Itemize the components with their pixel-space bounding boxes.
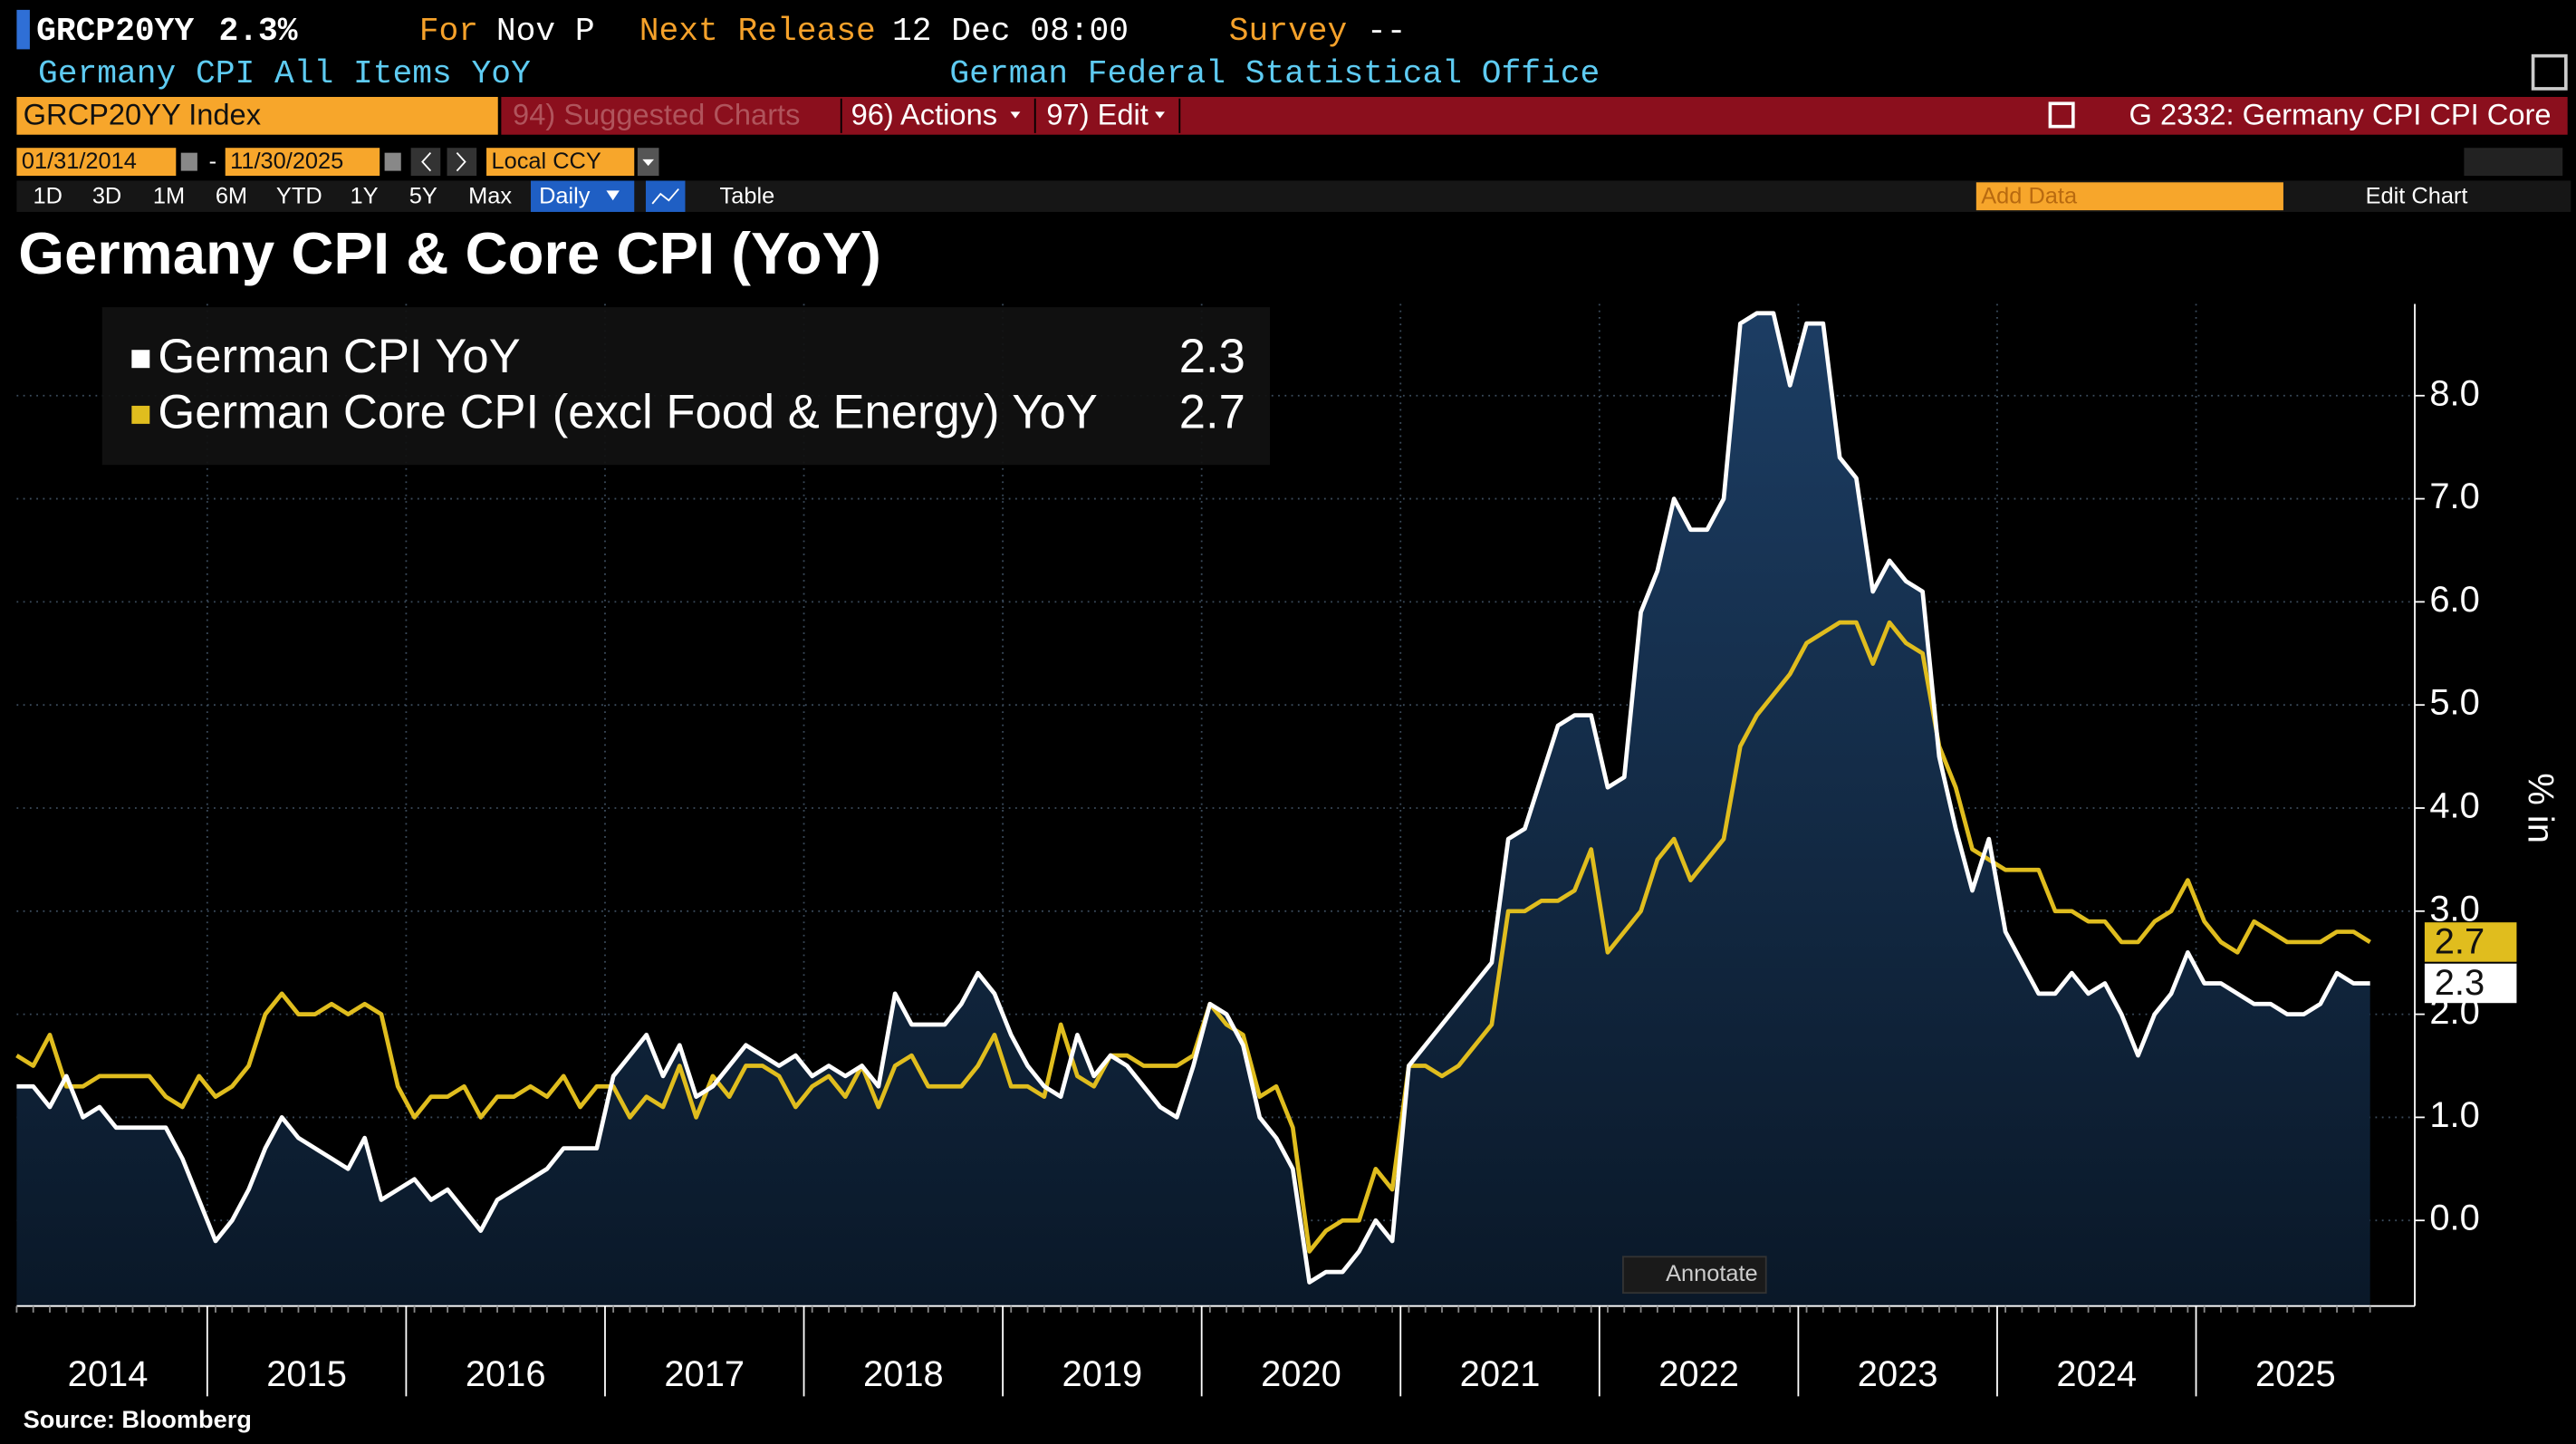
dropdown-arrow (642, 159, 655, 167)
add-data-field[interactable] (1975, 182, 2283, 211)
annotate: Annotate (1666, 1261, 1758, 1286)
area (16, 313, 2370, 1306)
x-tick-label: 2019 (1062, 1354, 1143, 1394)
description: Germany CPI All Items YoY (38, 55, 531, 92)
plot (15, 303, 2416, 1397)
y-tick-label: 3.0 (2429, 889, 2479, 929)
x-tick-label: 2016 (466, 1354, 546, 1394)
source: Source: Bloomberg (24, 1405, 252, 1433)
chart-id: G 2332: Germany CPI CPI Core (2129, 97, 2552, 130)
prev-button[interactable] (410, 148, 441, 177)
start-date-field[interactable] (16, 148, 177, 177)
legend-entries: German CPI YoY 2.3 German Core CPI (excl F… (131, 330, 1245, 439)
last-value-tag (2424, 963, 2517, 1004)
frequency-button[interactable] (531, 180, 635, 212)
legend-label: German CPI YoY (158, 330, 520, 383)
legend-label: German Core CPI (excl Food & Energy) YoY (158, 386, 1097, 439)
survey-value: -- (1367, 13, 1407, 50)
last-value: 2.3% (218, 13, 297, 50)
ticker-marker (16, 9, 30, 50)
period-button[interactable]: 1M (153, 183, 185, 208)
prev-arrow (421, 152, 432, 172)
calendar-icon[interactable] (180, 152, 197, 171)
period-buttons: 1D 3D 1M 6M YTD 1Y 5Y Max (34, 183, 513, 208)
date-sep: - (209, 149, 216, 174)
period-button[interactable]: 5Y (409, 183, 437, 208)
survey-label: Survey (1229, 13, 1348, 50)
undo-redo[interactable] (2464, 148, 2563, 177)
period-button[interactable]: 1D (34, 183, 62, 208)
line (16, 311, 2370, 1285)
y-tick-label: 1.0 (2429, 1095, 2479, 1135)
chart-type-button[interactable] (645, 180, 686, 212)
y-tick-label: 4.0 (2429, 786, 2479, 826)
popout-icon[interactable] (2531, 53, 2568, 91)
line-icon (651, 188, 679, 205)
frequency: Daily (539, 183, 591, 208)
y-tick-label: 7.0 (2429, 477, 2479, 516)
x-tick-label: 2022 (1658, 1354, 1739, 1394)
actions-menu[interactable]: 96) Actions (851, 97, 997, 130)
last-value-label: 2.7 (2435, 921, 2485, 961)
calendar-icon[interactable] (384, 152, 401, 171)
x-tick-label: 2020 (1261, 1354, 1341, 1394)
end-date: 11/30/2025 (230, 149, 343, 174)
legend-value: 2.3 (1179, 330, 1245, 383)
release-value: 12 Dec 08:00 (892, 13, 1129, 50)
x-tick-label: 2015 (266, 1354, 347, 1394)
last-value-tag (2424, 922, 2517, 962)
period-button[interactable]: 6M (216, 183, 247, 208)
y-tick-label: 6.0 (2429, 580, 2479, 620)
period-button[interactable]: Max (468, 183, 512, 208)
y-axis-label: % in (2520, 773, 2560, 843)
source-org: German Federal Statistical Office (949, 55, 1600, 92)
next-button[interactable] (447, 148, 477, 177)
last-value-label: 2.3 (2435, 963, 2485, 1003)
legend-value: 2.7 (1179, 386, 1245, 439)
period-button[interactable]: 1Y (351, 183, 379, 208)
currency: Local CCY (491, 149, 601, 174)
x-tick-label: 2014 (68, 1354, 149, 1394)
period-button[interactable]: 3D (92, 183, 121, 208)
add-data: Add Data (1981, 183, 2078, 208)
legend-marker (131, 350, 150, 369)
chart-title: Germany CPI & Core CPI (YoY) (18, 220, 881, 286)
security: GRCP20YY Index (24, 97, 261, 130)
x-tick-label: 2023 (1858, 1354, 1938, 1394)
link-icon (2048, 101, 2075, 129)
x-tick-label: 2017 (664, 1354, 745, 1394)
ticker: GRCP20YY (36, 13, 194, 50)
menu-bar (501, 96, 2568, 135)
edit-chart-button[interactable]: Edit Chart (2366, 183, 2468, 208)
y-tick-label: 0.0 (2429, 1199, 2479, 1238)
legend-marker (131, 405, 150, 424)
x-tick-label: 2024 (2056, 1354, 2137, 1394)
y-tick-label: 8.0 (2429, 373, 2479, 413)
line (15, 620, 2371, 1254)
start-date: 01/31/2014 (22, 149, 137, 174)
end-date-field[interactable] (225, 148, 380, 177)
x-tick-label: 2025 (2255, 1354, 2336, 1394)
edit-menu[interactable]: 97) Edit (1046, 97, 1148, 130)
for-value: Nov P (496, 13, 595, 50)
dropdown-arrow (1010, 111, 1021, 119)
table-button[interactable]: Table (720, 183, 775, 208)
x-tick-label: 2021 (1460, 1354, 1541, 1394)
x-tick-label: 2018 (863, 1354, 944, 1394)
dropdown-arrow (606, 190, 620, 201)
for-label: For (419, 13, 478, 50)
legend (101, 307, 1271, 466)
y-tick-label: 5.0 (2429, 683, 2479, 723)
dropdown-arrow (1155, 111, 1165, 119)
next-arrow (456, 152, 466, 172)
suggested-charts[interactable]: 94) Suggested Charts (513, 97, 800, 130)
annotate-button[interactable] (1622, 1256, 1767, 1295)
security-field[interactable] (16, 96, 498, 135)
currency-field[interactable] (486, 148, 635, 177)
period-button[interactable]: YTD (276, 183, 322, 208)
release-label: Next Release (639, 13, 876, 50)
